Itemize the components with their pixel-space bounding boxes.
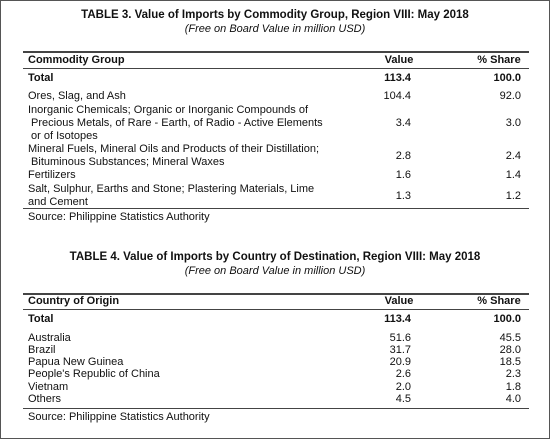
row-value: 20.9: [389, 356, 411, 368]
row-share: 2.4: [505, 150, 521, 162]
header-cell: Value: [384, 295, 414, 307]
table-title: TABLE 4. Value of Imports by Country of …: [69, 251, 481, 263]
row-label: Precious Metals, of Rare - Earth, of Rad…: [28, 117, 323, 129]
row-label: Papua New Guinea: [28, 356, 124, 368]
total-label: Total: [28, 72, 54, 84]
row-share: 4.0: [505, 393, 521, 405]
table-subtitle: (Free on Board Value in million USD): [184, 265, 366, 277]
total-label: Total: [28, 313, 54, 325]
row-share: 18.5: [499, 356, 521, 368]
row-share: 28.0: [499, 344, 521, 356]
total-value: 113.4: [384, 72, 411, 84]
row-share: 3.0: [505, 117, 521, 129]
table-subtitle: (Free on Board Value in million USD): [184, 23, 366, 35]
table-title: TABLE 3. Value of Imports by Commodity G…: [81, 9, 469, 21]
row-value: 2.6: [395, 368, 411, 380]
row-label: Ores, Slag, and Ash: [28, 90, 126, 102]
row-label: Mineral Fuels, Mineral Oils and Products…: [28, 143, 320, 155]
row-share: 1.8: [505, 381, 521, 393]
row-label: or of Isotopes: [28, 130, 98, 142]
row-share: 45.5: [499, 332, 521, 344]
rule: [23, 309, 529, 310]
row-value: 2.0: [395, 381, 411, 393]
rule: [23, 51, 529, 53]
total-value: 113.4: [384, 313, 411, 325]
row-value: 1.3: [395, 190, 411, 202]
row-share: 92.0: [499, 90, 521, 102]
header-cell: Country of Origin: [28, 295, 120, 307]
total-share: 100.0: [493, 72, 521, 84]
row-value: 4.5: [395, 393, 411, 405]
header-cell: Value: [384, 54, 414, 66]
row-label: Australia: [28, 332, 71, 344]
source-note: Source: Philippine Statistics Authority: [28, 411, 210, 423]
row-label: Vietnam: [28, 381, 69, 393]
row-value: 2.8: [395, 150, 411, 162]
row-label: Inorganic Chemicals; Organic or Inorgani…: [28, 104, 309, 116]
row-value: 104.4: [383, 90, 411, 102]
row-label: Others: [28, 393, 62, 405]
row-label: and Cement: [28, 196, 88, 208]
row-label: People's Republic of China: [28, 368, 160, 380]
row-value: 51.6: [389, 332, 411, 344]
row-share: 1.4: [505, 169, 521, 181]
row-label: Salt, Sulphur, Earths and Stone; Plaster…: [28, 183, 315, 195]
row-label: Fertilizers: [28, 169, 76, 181]
rule: [23, 68, 529, 69]
source-note: Source: Philippine Statistics Authority: [28, 211, 210, 223]
rule: [23, 208, 529, 209]
header-cell: % Share: [477, 54, 521, 66]
row-share: 2.3: [505, 368, 521, 380]
total-share: 100.0: [493, 313, 521, 325]
rule: [23, 293, 529, 295]
rule: [23, 408, 529, 409]
row-label: Bituminous Substances; Mineral Waxes: [28, 156, 225, 168]
row-label: Brazil: [28, 344, 56, 356]
header-cell: Commodity Group: [28, 54, 125, 66]
header-cell: % Share: [477, 295, 521, 307]
row-value: 1.6: [395, 169, 411, 181]
row-share: 1.2: [505, 190, 521, 202]
row-value: 3.4: [395, 117, 411, 129]
row-value: 31.7: [389, 344, 411, 356]
